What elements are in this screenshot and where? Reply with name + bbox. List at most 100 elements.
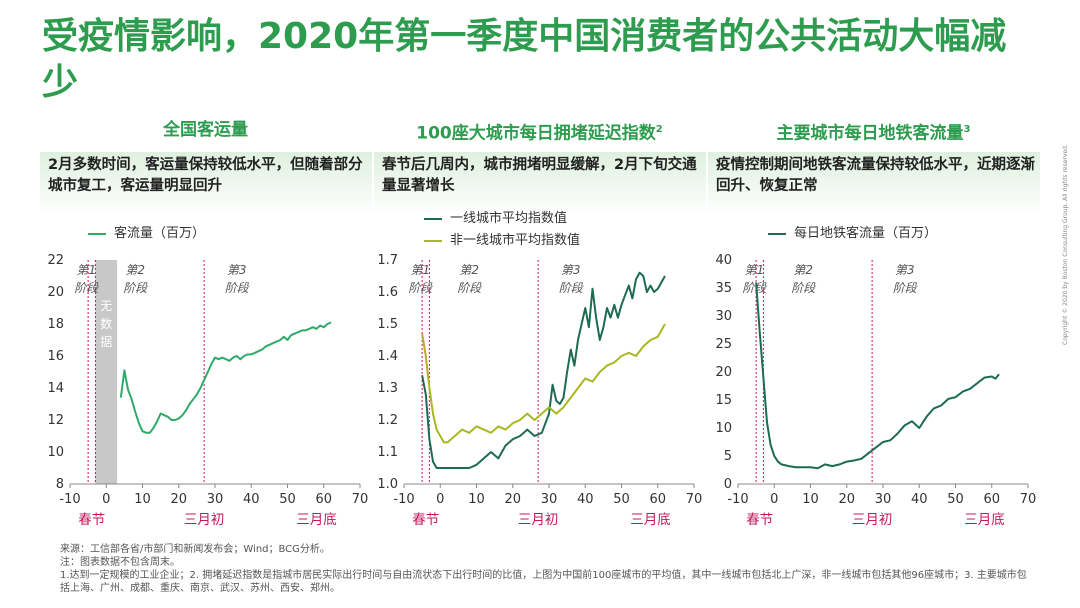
footer-notes: 来源：工信部各省/市部门和新闻发布会；Wind；BCG分析。 注：图表数据不包含… xyxy=(60,543,1030,595)
x-tick-label: 30 xyxy=(541,492,558,507)
x-tick-label: 0 xyxy=(436,492,444,507)
no-data-label: 据 xyxy=(100,335,112,349)
panel-title: 主要城市每日地铁客流量3 xyxy=(776,123,971,144)
marker-spring-festival: 春节 xyxy=(78,512,105,528)
marker-spring-festival: 春节 xyxy=(746,512,773,528)
x-tick-label: 60 xyxy=(649,492,666,507)
phase-label: 第3 xyxy=(227,263,247,277)
chart-passenger-volume: 无数据 -10 0 10 20 30 40 50 60 70 8 10 12 14 16 18 20 22 第1 阶段… xyxy=(47,253,368,528)
x-tick-label: 10 xyxy=(802,492,819,507)
page-title: 受疫情影响，2020年第一季度中国消费者的公共活动大幅减少 xyxy=(42,16,1007,103)
phase-label: 第3 xyxy=(895,263,915,277)
phase-label: 第2 xyxy=(459,263,479,277)
panel-congestion-index: 100座大城市每日拥堵延迟指数2 春节后几周内，城市拥堵明显缓解，2月下旬交通量… xyxy=(372,118,707,538)
x-tick-label: -10 xyxy=(727,492,748,507)
y-tick-label: 1.0 xyxy=(377,477,398,492)
y-tick-label: 16 xyxy=(47,349,64,364)
y-tick-label: 1.2 xyxy=(377,413,398,428)
legend-swatch xyxy=(88,232,106,235)
x-tick-label: 70 xyxy=(686,492,703,507)
phase-label: 阶段 xyxy=(74,281,99,295)
x-tick-label: 40 xyxy=(577,492,594,507)
phase-label: 第2 xyxy=(793,263,813,277)
y-tick-label: 1.6 xyxy=(377,285,398,300)
x-tick-label: 70 xyxy=(1020,492,1037,507)
series-line-1 xyxy=(421,271,666,469)
phase-label: 阶段 xyxy=(893,281,918,295)
x-tick-label: 0 xyxy=(770,492,778,507)
marker-march-start: 三月初 xyxy=(518,511,559,528)
source-note: 来源：工信部各省/市部门和新闻发布会；Wind；BCG分析。 xyxy=(60,544,330,555)
marker-march-end: 三月底 xyxy=(630,512,671,528)
legend-label: 一线城市平均指数值 xyxy=(450,211,568,226)
phase-label: 第1 xyxy=(76,263,96,277)
y-tick-label: 25 xyxy=(715,337,732,352)
legend-label: 非一线城市平均指数值 xyxy=(450,233,581,248)
marker-spring-festival: 春节 xyxy=(412,512,439,528)
x-tick-label: 40 xyxy=(911,492,928,507)
y-tick-label: 10 xyxy=(715,421,732,436)
y-tick-label: 20 xyxy=(715,365,732,380)
y-tick-label: 1.7 xyxy=(377,253,398,268)
x-tick-label: 60 xyxy=(983,492,1000,507)
y-tick-label: 22 xyxy=(47,253,64,268)
panel-summary-box: 疫情控制期间地铁客流量保持较低水平，近期逐渐回升、恢复正常 xyxy=(708,152,1040,216)
phase-label: 阶段 xyxy=(123,281,148,295)
y-tick-label: 1.1 xyxy=(377,445,398,460)
y-tick-label: 12 xyxy=(47,413,64,428)
y-tick-label: 0 xyxy=(724,477,732,492)
no-data-label: 无 xyxy=(100,299,112,313)
y-tick-label: 1.5 xyxy=(377,317,398,332)
data-note: 注：图表数据不包含周末。 xyxy=(60,557,180,568)
legend-swatch xyxy=(768,232,786,235)
series-line-1 xyxy=(119,321,332,434)
y-tick-label: 18 xyxy=(47,317,64,332)
y-tick-label: 5 xyxy=(724,449,732,464)
phase-label: 阶段 xyxy=(791,281,816,295)
marker-march-end: 三月底 xyxy=(296,512,337,528)
phase-label: 阶段 xyxy=(457,281,482,295)
x-tick-label: 60 xyxy=(315,492,332,507)
legend: 每日地铁客流量（百万） xyxy=(768,222,937,241)
no-data-label: 数 xyxy=(100,316,112,331)
panel-title: 100座大城市每日拥堵延迟指数2 xyxy=(416,123,663,144)
phase-label: 阶段 xyxy=(742,281,767,295)
legend: 客流量（百万） xyxy=(88,222,205,241)
x-tick-label: 50 xyxy=(947,492,964,507)
phase-label: 第1 xyxy=(744,263,764,277)
x-tick-label: 50 xyxy=(613,492,630,507)
chart-metro-ridership: -10 0 10 20 30 40 50 60 700510152025303540第1阶段第2… xyxy=(715,253,1037,528)
marker-march-start: 三月初 xyxy=(184,511,225,528)
panel-passenger-volume: 全国客运量 2月多数时间，客运量保持较低水平，但随着部分城市复工，客运量明显回升… xyxy=(38,118,373,538)
legend-swatch xyxy=(424,239,442,242)
x-tick-label: 20 xyxy=(838,492,855,507)
phase-label: 第3 xyxy=(561,263,581,277)
x-tick-label: 10 xyxy=(134,492,151,507)
chart-congestion-index: -10 0 10 20 30 40 50 60 70 1.0 1.1 1.2 1.3 1.4 1.5 1.6 1… xyxy=(377,253,703,528)
panel-metro-ridership: 主要城市每日地铁客流量3 疫情控制期间地铁客流量保持较低水平，近期逐渐回升、恢复… xyxy=(706,118,1041,538)
phase-label: 阶段 xyxy=(559,281,584,295)
y-tick-label: 8 xyxy=(56,477,64,492)
legend-label: 每日地铁客流量（百万） xyxy=(794,226,938,241)
legend-label: 客流量（百万） xyxy=(114,226,206,241)
phase-label: 阶段 xyxy=(408,281,433,295)
x-tick-label: 40 xyxy=(243,492,260,507)
x-tick-label: 30 xyxy=(207,492,224,507)
x-tick-label: 30 xyxy=(875,492,892,507)
panel-summary-box: 春节后几周内，城市拥堵明显缓解，2月下旬交通量显著增长 xyxy=(374,152,706,216)
y-tick-label: 40 xyxy=(715,253,732,268)
footnotes: 1.达到一定规模的工业企业；2. 拥堵延迟指数是指城市居民实际出行时间与自由流状… xyxy=(60,570,1027,594)
y-tick-label: 14 xyxy=(47,381,64,396)
panel-summary-box: 2月多数时间，客运量保持较低水平，但随着部分城市复工，客运量明显回升 xyxy=(40,152,372,216)
marker-march-start: 三月初 xyxy=(852,511,893,528)
phase-label: 第1 xyxy=(410,263,430,277)
y-tick-label: 10 xyxy=(47,445,64,460)
copyright-notice: Copyright © 2020 by Boston Consulting Gr… xyxy=(1062,144,1069,345)
legend: 一线城市平均指数值 非一线城市平均指数值 xyxy=(424,208,580,252)
y-tick-label: 1.3 xyxy=(377,381,398,396)
y-tick-label: 35 xyxy=(715,281,732,296)
series-line-2 xyxy=(421,323,666,444)
x-tick-label: 0 xyxy=(102,492,110,507)
phase-label: 阶段 xyxy=(225,281,250,295)
y-tick-label: 1.4 xyxy=(377,349,398,364)
